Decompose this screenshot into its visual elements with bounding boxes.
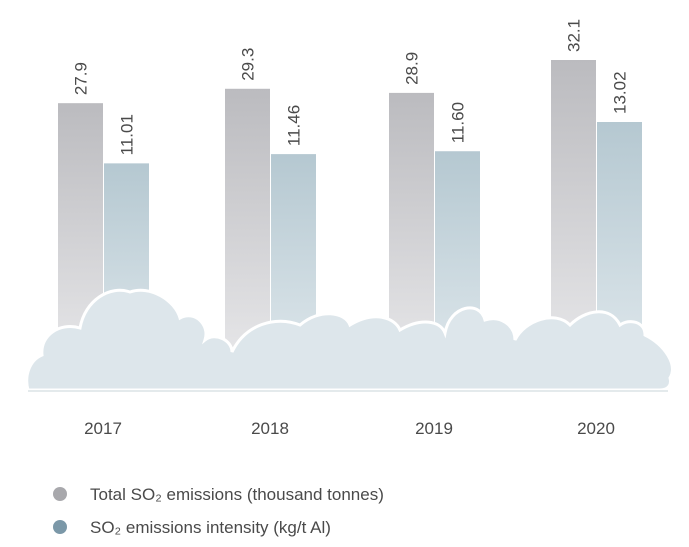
value-label: 11.60 — [449, 102, 468, 143]
value-label: 32.1 — [565, 19, 584, 52]
value-label: 29.3 — [239, 48, 258, 81]
legend-marker — [53, 520, 67, 534]
labels: 27.9 11.01 2017 29.3 11.46 2018 28.9 11.60 2019 3… — [53, 19, 630, 537]
value-label: 11.01 — [118, 114, 137, 155]
legend-label: Total SO₂ emissions (thousand tonnes) — [90, 485, 384, 504]
legend-marker — [53, 487, 67, 501]
value-label: 13.02 — [611, 71, 630, 114]
x-tick-label: 2019 — [415, 419, 453, 438]
x-tick-label: 2018 — [251, 419, 289, 438]
value-label: 11.46 — [285, 105, 304, 146]
legend-label: SO₂ emissions intensity (kg/t Al) — [90, 518, 331, 537]
x-tick-label: 2017 — [84, 419, 122, 438]
value-label: 27.9 — [72, 62, 91, 95]
cloud-decoration — [25, 288, 674, 392]
x-tick-label: 2020 — [577, 419, 615, 438]
value-label: 28.9 — [403, 52, 422, 85]
